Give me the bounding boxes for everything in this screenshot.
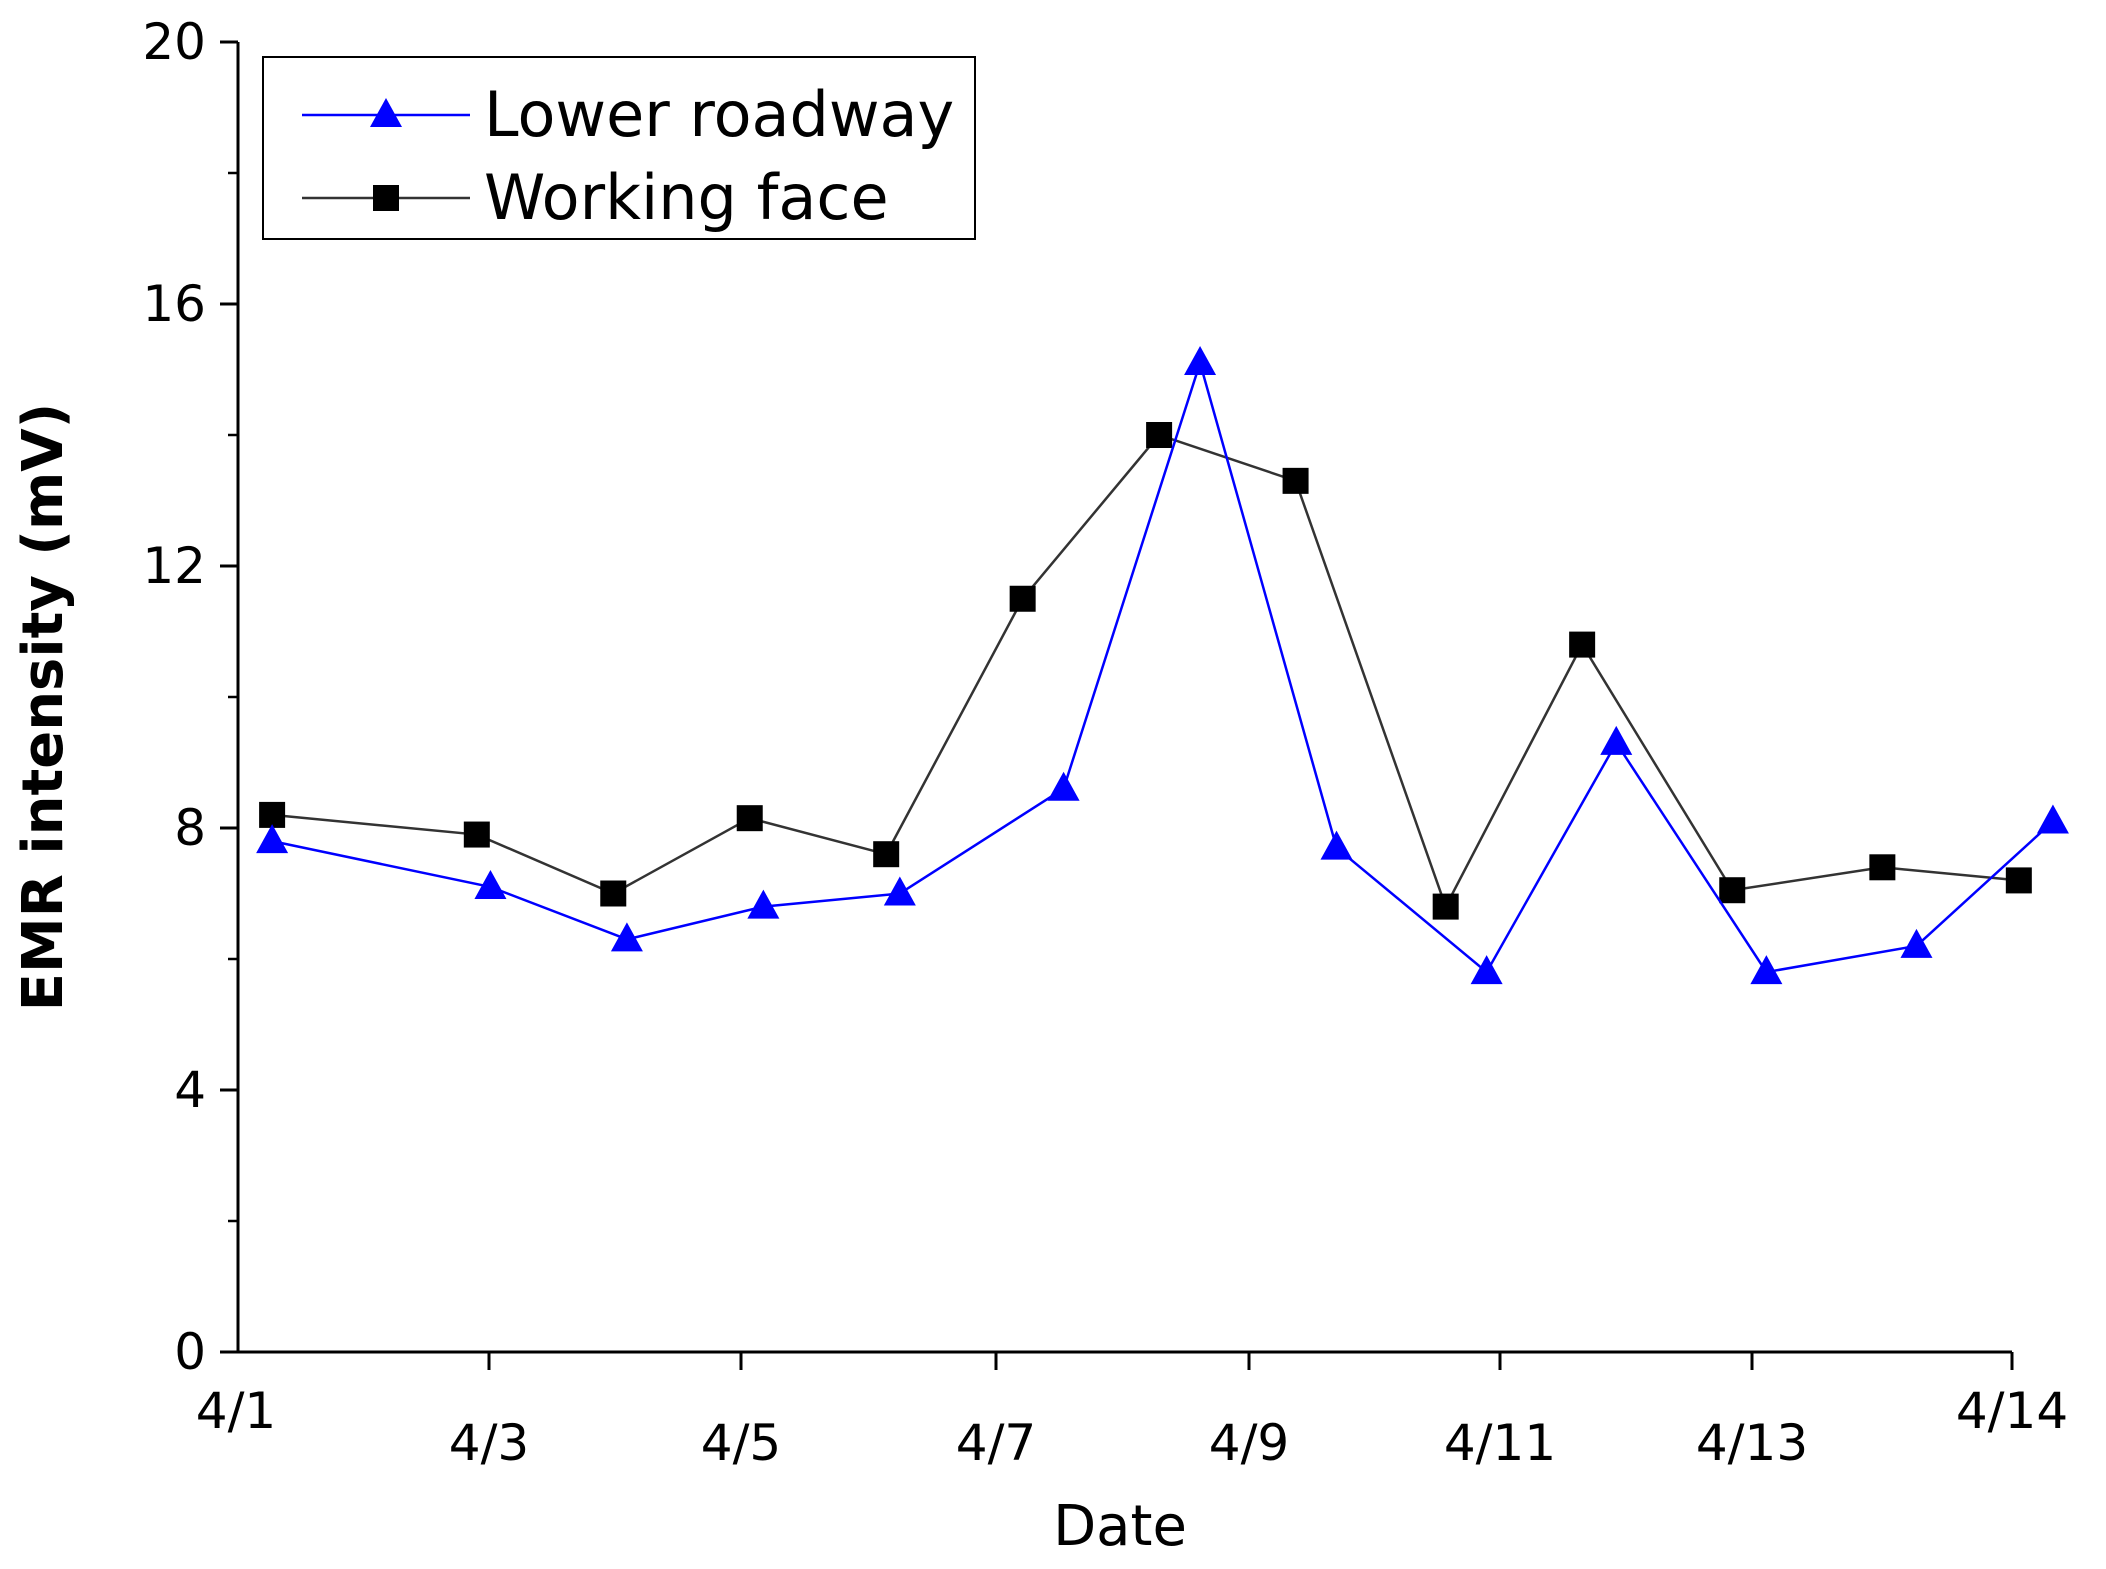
x-tick-label: 4/11 (1444, 1414, 1556, 1472)
data-point (2005, 867, 2032, 894)
x-tick-label: 4/3 (449, 1414, 529, 1472)
data-point (883, 876, 916, 906)
data-point (1750, 955, 1783, 985)
data-point (1470, 955, 1503, 985)
legend-item-lower-roadway: Lower roadway (302, 78, 954, 151)
legend-label: Working face (484, 161, 889, 234)
data-point (873, 841, 900, 868)
y-axis-title: EMR intensity (mV) (11, 403, 76, 1011)
data-point (259, 801, 286, 828)
x-tick-label: 4/9 (1209, 1414, 1289, 1472)
data-point (1282, 467, 1309, 494)
data-point (1320, 830, 1353, 860)
x-tick-label: 4/13 (1696, 1414, 1808, 1472)
data-point (256, 824, 289, 854)
x-axis-title: Date (1053, 1494, 1187, 1559)
y-tick-label: 20 (142, 13, 206, 71)
series-lower-roadway (256, 345, 2069, 985)
legend-item-working-face: Working face (302, 161, 889, 234)
data-point (1146, 422, 1173, 448)
series-layer (256, 345, 2069, 985)
x-tick-label: 4/14 (1956, 1382, 2068, 1440)
data-point (1432, 893, 1459, 920)
data-point (2036, 804, 2069, 834)
data-point (1900, 928, 1933, 958)
data-point (1009, 585, 1036, 612)
y-tick-label: 0 (174, 1323, 206, 1381)
data-point (463, 821, 490, 848)
legend-label: Lower roadway (484, 78, 954, 151)
data-point (610, 922, 643, 952)
data-point (747, 889, 780, 919)
legend: Lower roadway Working face (262, 56, 976, 240)
x-tick-label: 4/7 (956, 1414, 1036, 1472)
legend-marker (370, 98, 402, 127)
data-point (1600, 725, 1633, 755)
data-point (1047, 771, 1080, 801)
y-tick-label: 12 (142, 537, 206, 595)
data-point (1569, 631, 1596, 658)
y-tick-label: 8 (174, 799, 206, 857)
data-point (1719, 877, 1746, 904)
legend-marker (373, 185, 399, 211)
x-tick-label: 4/5 (701, 1414, 781, 1472)
y-tick-label: 16 (142, 275, 206, 333)
y-tick-label: 4 (174, 1061, 206, 1119)
x-tick-label: 4/1 (196, 1382, 276, 1440)
data-point (600, 880, 627, 907)
data-point (1869, 854, 1896, 881)
series-working-face (259, 422, 2032, 920)
data-point (736, 805, 763, 832)
axes: 0 4 8 12 16 20 4/1 4/3 4/5 4/7 4/9 4/11 4/13 4/14 Date… (11, 13, 2068, 1559)
data-point (1184, 345, 1217, 375)
data-point (474, 869, 507, 899)
